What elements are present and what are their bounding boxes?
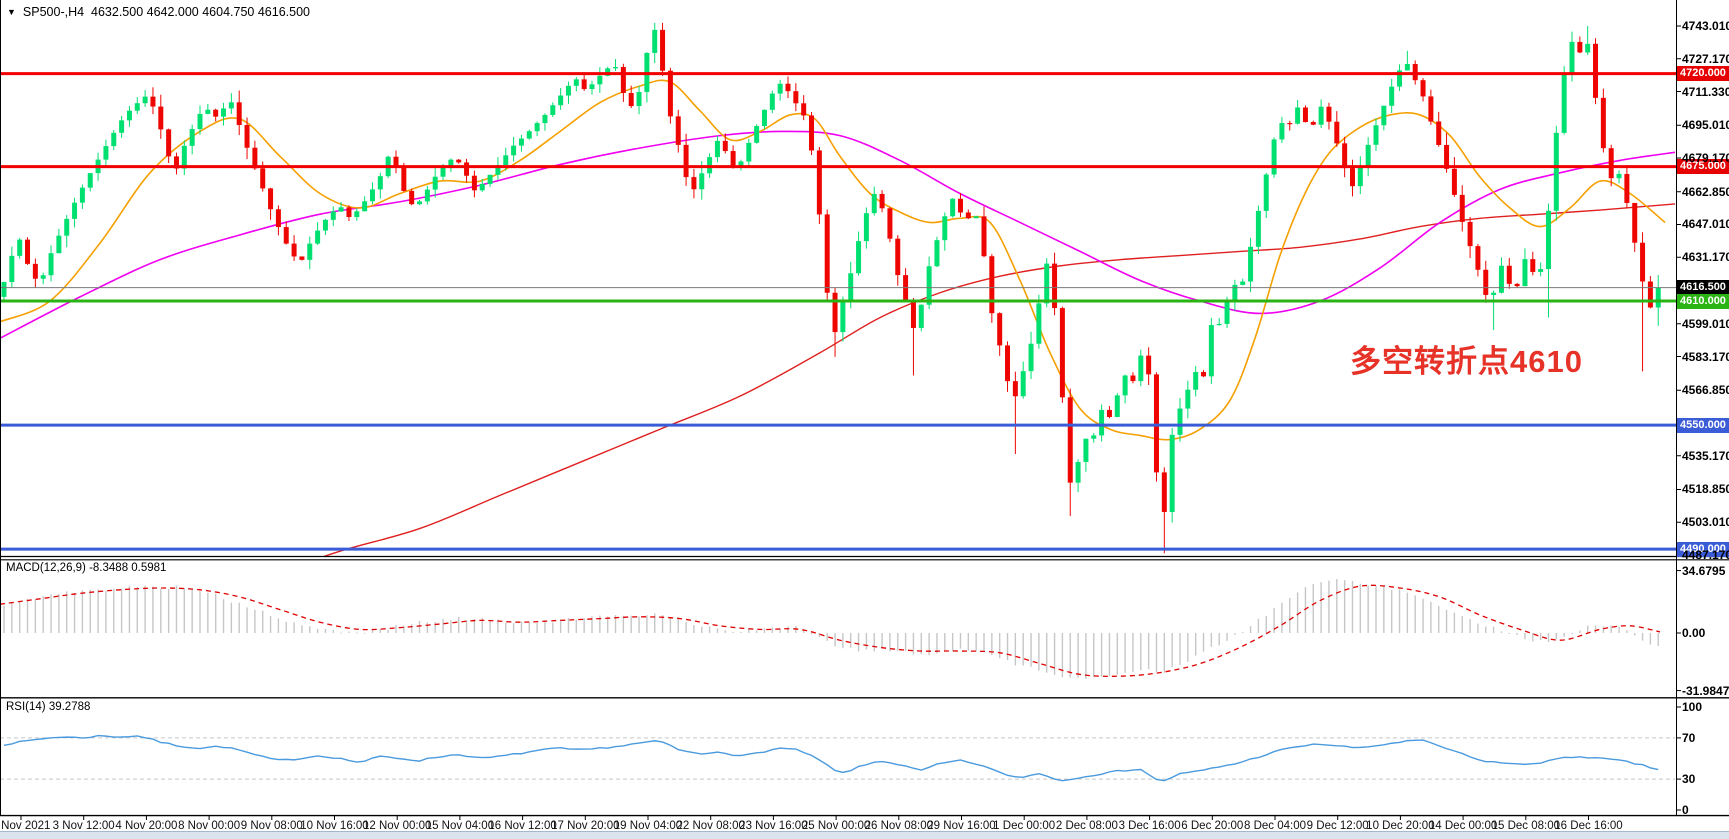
time-axis-label: 29 Nov 16:00: [927, 820, 996, 832]
time-axis-label: 8 Nov 00:00: [178, 820, 241, 832]
price-axis-label: 4662.850: [1682, 184, 1729, 199]
time-axis-label: 25 Nov 00:00: [801, 820, 871, 832]
price-axis-label: 4518.850: [1682, 482, 1729, 497]
time-axis-label: 9 Nov 08:00: [240, 820, 303, 832]
time-axis-label: 23 Nov 16:00: [739, 820, 808, 832]
price-axis-label: 4503.010: [1682, 515, 1729, 530]
price-axis-label: 4599.010: [1682, 316, 1729, 331]
rsi-axis-label: 100: [1682, 700, 1703, 714]
time-axis-label: 15 Nov 04:00: [425, 820, 495, 832]
time-axis-label: 10 Nov 16:00: [300, 820, 369, 832]
time-axis-label: 8 Dec 04:00: [1243, 820, 1307, 832]
time-axis-label: 16 Nov 12:00: [488, 820, 557, 832]
time-axis-label: 6 Dec 20:00: [1181, 820, 1244, 832]
window-bottom-strip: [0, 831, 1729, 839]
rsi-label: RSI(14) 39.2788: [6, 701, 91, 713]
price-axis-label: 4631.170: [1682, 250, 1729, 265]
time-axis-label: 26 Nov 08:00: [864, 820, 934, 832]
price-axis-label: 4566.850: [1682, 383, 1729, 398]
price-badge-4610: 4610.000: [1677, 293, 1729, 309]
macd-axis-label: 34.6795: [1682, 563, 1726, 578]
macd-axis-label: -31.9847: [1682, 683, 1729, 698]
symbol-dropdown-icon[interactable]: ▼: [7, 7, 16, 17]
price-axis-label: 4647.010: [1682, 217, 1729, 232]
price-badge-4675: 4675.000: [1677, 159, 1729, 175]
rsi-axis-label: 70: [1682, 730, 1696, 745]
time-axis-label: 1 Dec 00:00: [993, 820, 1056, 832]
price-badge-4550: 4550.000: [1677, 417, 1729, 433]
price-axis-label: 4695.010: [1682, 118, 1729, 133]
price-axis-label: 4583.170: [1682, 349, 1729, 364]
rsi-axis-label: 0: [1682, 803, 1689, 817]
price-axis-label: 4743.010: [1682, 19, 1729, 33]
annotation-text: 多空转折点4610: [1350, 344, 1583, 379]
symbol-ohlc-text: SP500-,H4 4632.500 4642.000 4604.750 461…: [22, 5, 310, 19]
time-axis-label: 3 Dec 16:00: [1118, 820, 1181, 832]
time-axis-label: 2 Nov 2021: [0, 820, 51, 832]
price-badge-4720: 4720.000: [1677, 66, 1729, 82]
time-axis-label: 15 Dec 08:00: [1491, 820, 1561, 832]
time-axis-label: 3 Nov 12:00: [52, 820, 115, 832]
time-axis-label: 14 Dec 00:00: [1428, 820, 1498, 832]
time-axis-label: 16 Dec 16:00: [1554, 820, 1623, 832]
time-axis-label: 4 Nov 20:00: [115, 820, 178, 832]
time-axis-label: 10 Dec 20:00: [1366, 820, 1435, 832]
price-axis-label: 4487.170: [1682, 548, 1729, 562]
macd-axis-label: 0.00: [1682, 626, 1706, 640]
time-axis-label: 2 Dec 08:00: [1055, 820, 1118, 832]
time-axis-label: 9 Dec 12:00: [1306, 820, 1369, 832]
time-axis-label: 19 Nov 04:00: [613, 820, 683, 832]
macd-label: MACD(12,26,9) -8.3488 0.5981: [6, 562, 167, 574]
price-badge-current: 4616.500: [1677, 280, 1729, 296]
rsi-axis-label: 30: [1682, 772, 1696, 787]
symbol-info: ▼ SP500-,H4 4632.500 4642.000 4604.750 46…: [7, 5, 310, 19]
time-axis-label: 22 Nov 08:00: [676, 820, 745, 832]
time-axis-label: 17 Nov 20:00: [551, 820, 620, 832]
price-axis-label: 4727.170: [1682, 51, 1729, 66]
time-axis-label: 12 Nov 00:00: [362, 820, 432, 832]
price-badge-4490: 4490.000: [1677, 541, 1729, 557]
price-axis-label: 4711.330: [1682, 84, 1729, 99]
price-axis-label: 4679.170: [1682, 151, 1729, 165]
price-axis-label: 4535.170: [1682, 448, 1729, 463]
